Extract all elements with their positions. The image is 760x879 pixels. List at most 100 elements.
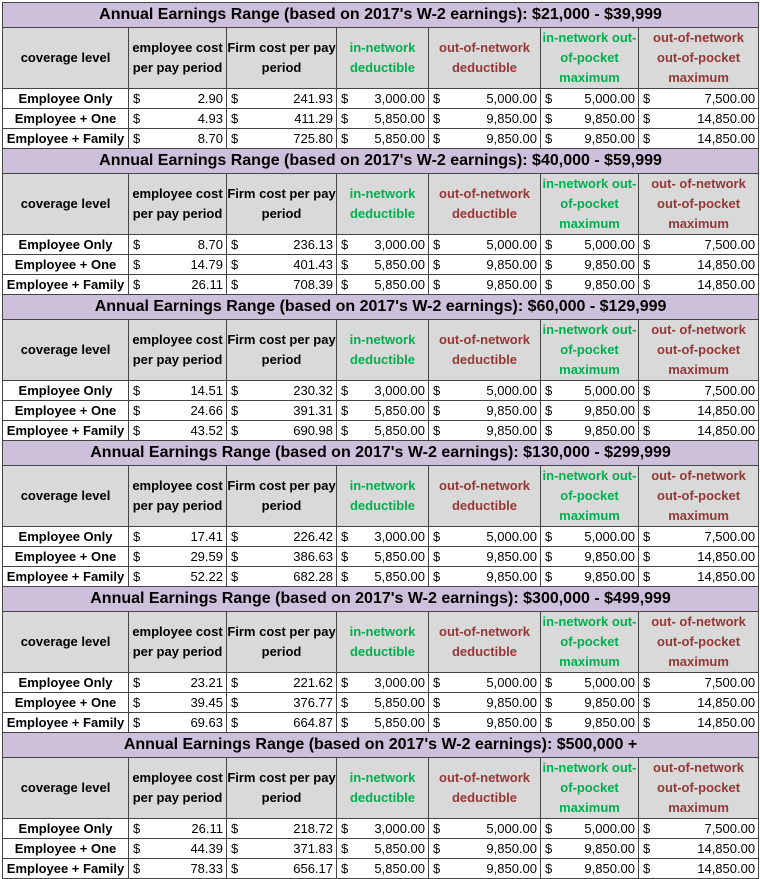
currency-cell: $3,000.00 xyxy=(336,818,429,839)
currency-symbol: $ xyxy=(643,91,651,106)
currency-cell: $8.70 xyxy=(128,128,227,149)
currency-symbol: $ xyxy=(133,91,141,106)
amount-value: 236.13 xyxy=(293,237,333,252)
currency-symbol: $ xyxy=(341,861,349,876)
currency-symbol: $ xyxy=(133,423,141,438)
currency-symbol: $ xyxy=(643,821,651,836)
currency-symbol: $ xyxy=(643,695,651,710)
amount-value: 9,850.00 xyxy=(486,257,537,272)
column-header: coverage level xyxy=(2,27,129,89)
column-header: in-network out-of-pocket maximum xyxy=(540,465,639,527)
amount-value: 14,850.00 xyxy=(697,403,756,418)
amount-value: 5,000.00 xyxy=(584,91,635,106)
currency-symbol: $ xyxy=(433,715,441,730)
currency-cell: $236.13 xyxy=(226,234,337,255)
column-header: out-of-network out-of-pocket maximum xyxy=(637,757,760,819)
column-header: coverage level xyxy=(2,757,129,819)
coverage-level-cell: Employee Only xyxy=(2,672,129,693)
currency-cell: $7,500.00 xyxy=(637,88,760,109)
currency-cell: $9,850.00 xyxy=(540,546,639,567)
currency-cell: $226.42 xyxy=(226,526,337,547)
coverage-level-cell: Employee Only xyxy=(2,234,129,255)
currency-cell: $14,850.00 xyxy=(637,858,760,879)
currency-symbol: $ xyxy=(341,257,349,272)
currency-symbol: $ xyxy=(133,675,141,690)
column-header: employee cost per pay period xyxy=(128,173,227,235)
currency-symbol: $ xyxy=(643,861,651,876)
amount-value: 682.28 xyxy=(293,569,333,584)
currency-cell: $23.21 xyxy=(128,672,227,693)
currency-symbol: $ xyxy=(643,237,651,252)
currency-symbol: $ xyxy=(545,549,553,564)
currency-cell: $17.41 xyxy=(128,526,227,547)
coverage-level-cell: Employee + Family xyxy=(2,128,129,149)
currency-symbol: $ xyxy=(341,821,349,836)
currency-cell: $5,850.00 xyxy=(336,254,429,275)
currency-symbol: $ xyxy=(231,91,239,106)
coverage-level-cell: Employee Only xyxy=(2,526,129,547)
currency-cell: $725.80 xyxy=(226,128,337,149)
currency-symbol: $ xyxy=(341,403,349,418)
amount-value: 44.39 xyxy=(190,841,223,856)
amount-value: 7,500.00 xyxy=(704,237,756,252)
amount-value: 3,000.00 xyxy=(374,383,425,398)
coverage-level-cell: Employee + One xyxy=(2,546,129,567)
column-header: out- of-network out-of-pocket maximum xyxy=(637,465,760,527)
amount-value: 3,000.00 xyxy=(374,821,425,836)
currency-symbol: $ xyxy=(133,383,141,398)
currency-symbol: $ xyxy=(433,861,441,876)
currency-cell: $9,850.00 xyxy=(428,712,541,733)
column-header: in-network out-of-pocket maximum xyxy=(540,757,639,819)
amount-value: 14,850.00 xyxy=(697,277,756,292)
amount-value: 664.87 xyxy=(293,715,333,730)
currency-cell: $78.33 xyxy=(128,858,227,879)
amount-value: 9,850.00 xyxy=(584,695,635,710)
coverage-level-cell: Employee + One xyxy=(2,108,129,129)
currency-symbol: $ xyxy=(341,549,349,564)
column-header: employee cost per pay period xyxy=(128,465,227,527)
coverage-level-cell: Employee + One xyxy=(2,400,129,421)
coverage-level-cell: Employee + Family xyxy=(2,566,129,587)
amount-value: 411.29 xyxy=(294,111,333,126)
amount-value: 241.93 xyxy=(293,91,333,106)
amount-value: 14,850.00 xyxy=(697,257,756,272)
amount-value: 9,850.00 xyxy=(486,131,537,146)
amount-value: 23.21 xyxy=(190,675,223,690)
currency-cell: $9,850.00 xyxy=(428,400,541,421)
currency-symbol: $ xyxy=(133,549,141,564)
amount-value: 14,850.00 xyxy=(697,861,756,876)
amount-value: 3,000.00 xyxy=(374,529,425,544)
currency-cell: $9,850.00 xyxy=(428,858,541,879)
currency-symbol: $ xyxy=(231,675,239,690)
currency-symbol: $ xyxy=(643,131,651,146)
amount-value: 9,850.00 xyxy=(584,715,635,730)
amount-value: 5,000.00 xyxy=(584,821,635,836)
column-header: in-network out-of-pocket maximum xyxy=(540,173,639,235)
amount-value: 5,850.00 xyxy=(374,569,425,584)
amount-value: 14,850.00 xyxy=(697,715,756,730)
currency-symbol: $ xyxy=(341,569,349,584)
currency-symbol: $ xyxy=(433,675,441,690)
amount-value: 3,000.00 xyxy=(374,91,425,106)
currency-cell: $5,850.00 xyxy=(336,546,429,567)
currency-cell: $5,850.00 xyxy=(336,712,429,733)
amount-value: 725.80 xyxy=(293,131,333,146)
amount-value: 78.33 xyxy=(190,861,223,876)
currency-cell: $14,850.00 xyxy=(637,420,760,441)
currency-cell: $26.11 xyxy=(128,818,227,839)
currency-cell: $682.28 xyxy=(226,566,337,587)
amount-value: 5,000.00 xyxy=(584,675,635,690)
amount-value: 7,500.00 xyxy=(704,821,756,836)
currency-symbol: $ xyxy=(231,821,239,836)
currency-cell: $9,850.00 xyxy=(540,712,639,733)
column-header: in-network deductible xyxy=(336,319,429,381)
currency-cell: $9,850.00 xyxy=(540,400,639,421)
currency-symbol: $ xyxy=(341,383,349,398)
amount-value: 14.79 xyxy=(190,257,223,272)
currency-cell: $5,850.00 xyxy=(336,128,429,149)
currency-symbol: $ xyxy=(231,423,239,438)
currency-symbol: $ xyxy=(643,403,651,418)
column-header: out-of-network deductible xyxy=(428,27,541,89)
table-row: Employee + Family $78.33 $656.17 $5,850.00 $… xyxy=(2,858,760,879)
table-row: Employee Only $23.21 $221.62 $3,000.00 $5,00… xyxy=(2,672,760,693)
